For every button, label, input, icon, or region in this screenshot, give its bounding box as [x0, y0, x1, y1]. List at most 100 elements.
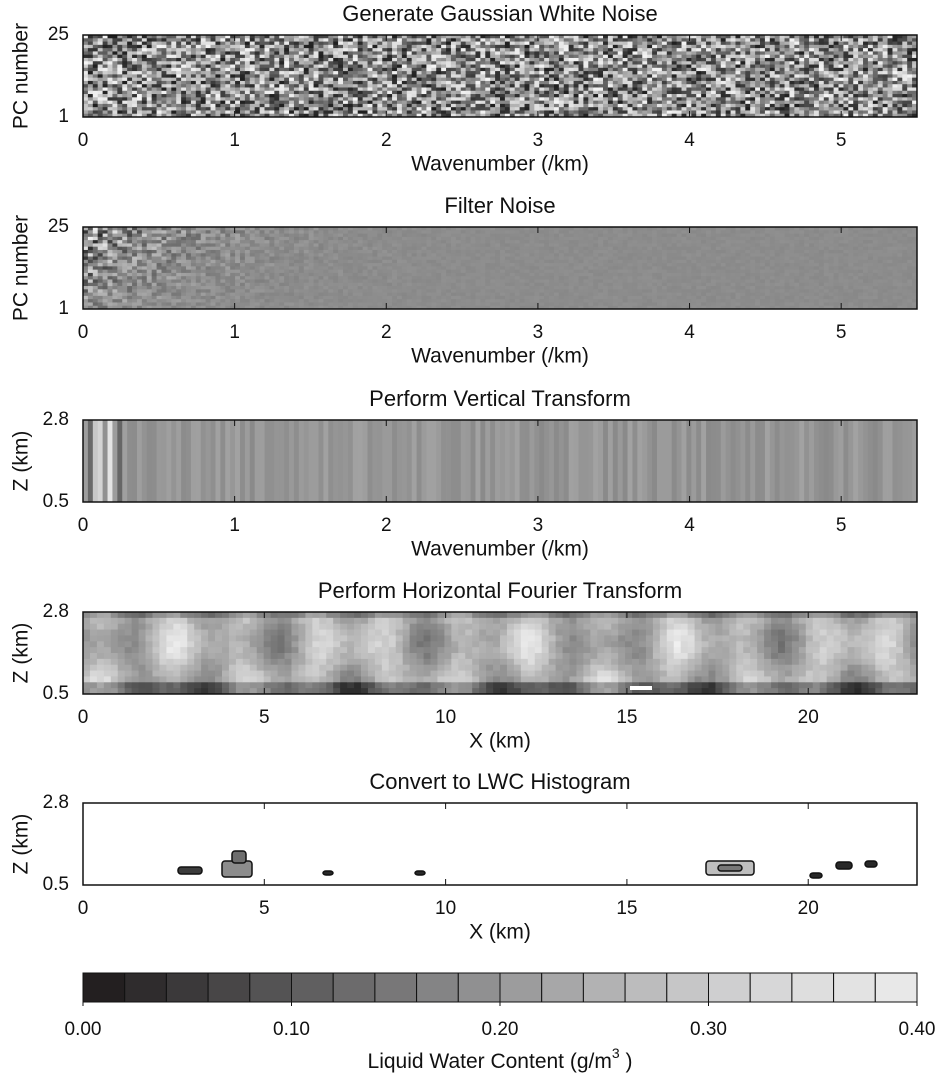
heatmap-cell: [426, 101, 431, 105]
heatmap-cell: [883, 65, 888, 69]
heatmap-cell: [186, 279, 191, 283]
heatmap-cell: [824, 38, 829, 42]
heatmap-cell: [569, 48, 574, 52]
heatmap-cell: [892, 104, 897, 108]
heatmap-cell: [863, 74, 868, 78]
heatmap-cell: [495, 104, 500, 108]
heatmap-cell: [284, 81, 289, 85]
heatmap-cell: [731, 101, 736, 105]
heatmap-cell: [520, 51, 525, 55]
heatmap-cell: [780, 48, 785, 52]
heatmap-cell: [716, 55, 721, 59]
heatmap-cell: [598, 87, 603, 91]
heatmap-cell: [799, 58, 804, 62]
heatmap-cell: [701, 38, 706, 42]
heatmap-cell: [372, 45, 377, 49]
heatmap-cell: [83, 234, 88, 238]
heatmap-cell: [157, 302, 162, 306]
heatmap-cell: [147, 230, 152, 234]
heatmap-cell: [608, 65, 613, 69]
heatmap-cell: [456, 42, 461, 46]
heatmap-cell: [834, 97, 839, 101]
heatmap-cell: [819, 78, 824, 82]
heatmap-cell: [338, 104, 343, 108]
heatmap-cell: [191, 107, 196, 111]
heatmap-cell: [431, 71, 436, 75]
heatmap-cell: [848, 55, 853, 59]
heatmap-cell: [289, 51, 294, 55]
heatmap-cell: [907, 107, 912, 111]
heatmap-cell: [309, 104, 314, 108]
heatmap-cell: [848, 107, 853, 111]
heatmap-cell: [117, 247, 122, 251]
heatmap-cell: [186, 94, 191, 98]
heatmap-cell: [686, 51, 691, 55]
heatmap-cell: [103, 87, 108, 91]
heatmap-cell: [760, 78, 765, 82]
heatmap-cell: [147, 299, 152, 303]
heatmap-cell: [235, 38, 240, 42]
heatmap-cell: [902, 74, 907, 78]
heatmap-cell: [740, 101, 745, 105]
heatmap-cell: [171, 97, 176, 101]
heatmap-cell: [147, 78, 152, 82]
y-axis-label: PC number: [10, 23, 33, 129]
heatmap-cell: [142, 94, 147, 98]
heatmap-cell: [843, 87, 848, 91]
heatmap-cell: [647, 94, 652, 98]
heatmap-cell: [220, 263, 225, 267]
heatmap-cell: [554, 110, 559, 114]
heatmap-cell: [731, 84, 736, 88]
heatmap-cell: [726, 55, 731, 59]
heatmap-cell: [839, 107, 844, 111]
heatmap-cell: [382, 68, 387, 72]
heatmap-cell: [902, 84, 907, 88]
heatmap-cell: [853, 61, 858, 65]
heatmap-cell: [412, 81, 417, 85]
heatmap-cell: [117, 74, 122, 78]
heatmap-cell: [186, 91, 191, 95]
heatmap-cell: [475, 65, 480, 69]
heatmap-cell: [304, 81, 309, 85]
heatmap-cell: [799, 71, 804, 75]
heatmap-cell: [127, 65, 132, 69]
heatmap-cell: [505, 81, 510, 85]
heatmap-cell: [186, 243, 191, 247]
heatmap-cell: [299, 38, 304, 42]
heatmap-cell: [157, 68, 162, 72]
heatmap-cell: [834, 61, 839, 65]
heatmap-cell: [853, 78, 858, 82]
heatmap-cell: [407, 65, 412, 69]
heatmap-cell: [220, 270, 225, 274]
heatmap-cell: [618, 87, 623, 91]
heatmap-cell: [471, 61, 476, 65]
heatmap-cell: [392, 45, 397, 49]
heatmap-cell: [863, 55, 868, 59]
heatmap-cell: [637, 91, 642, 95]
heatmap-cell: [152, 279, 157, 283]
heatmap-cell: [701, 101, 706, 105]
heatmap-cell: [780, 42, 785, 46]
heatmap-cell: [495, 65, 500, 69]
heatmap-cell: [878, 48, 883, 52]
heatmap-cell: [525, 91, 530, 95]
heatmap-cell: [274, 55, 279, 59]
heatmap-cell: [740, 91, 745, 95]
heatmap-cell: [112, 94, 117, 98]
heatmap-cell: [529, 38, 534, 42]
heatmap-cell: [206, 55, 211, 59]
heatmap-cell: [186, 84, 191, 88]
heatmap-cell: [127, 250, 132, 254]
heatmap-cell: [191, 55, 196, 59]
heatmap-cell: [446, 74, 451, 78]
heatmap-cell: [652, 68, 657, 72]
heatmap-cell: [564, 42, 569, 46]
heatmap-cell: [412, 101, 417, 105]
heatmap-cell: [628, 87, 633, 91]
heatmap-cell: [201, 101, 206, 105]
heatmap-cell: [760, 65, 765, 69]
heatmap-cell: [711, 101, 716, 105]
heatmap-cell: [711, 107, 716, 111]
heatmap-cell: [314, 101, 319, 105]
heatmap-cell: [265, 94, 270, 98]
